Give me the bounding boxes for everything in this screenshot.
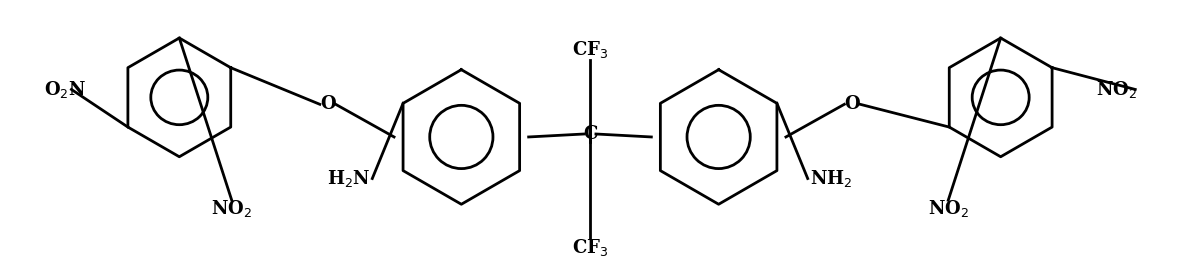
Text: CF$_3$: CF$_3$ (572, 237, 608, 258)
Text: C: C (582, 125, 598, 143)
Text: O: O (844, 95, 859, 113)
Text: O: O (320, 95, 336, 113)
Text: CF$_3$: CF$_3$ (572, 39, 608, 60)
Text: O$_2$N: O$_2$N (44, 79, 86, 100)
Text: H$_2$N: H$_2$N (327, 168, 370, 189)
Text: NO$_2$: NO$_2$ (211, 198, 252, 219)
Text: NH$_2$: NH$_2$ (810, 168, 852, 189)
Text: NO$_2$: NO$_2$ (928, 198, 969, 219)
Text: NO$_2$: NO$_2$ (1096, 79, 1138, 100)
